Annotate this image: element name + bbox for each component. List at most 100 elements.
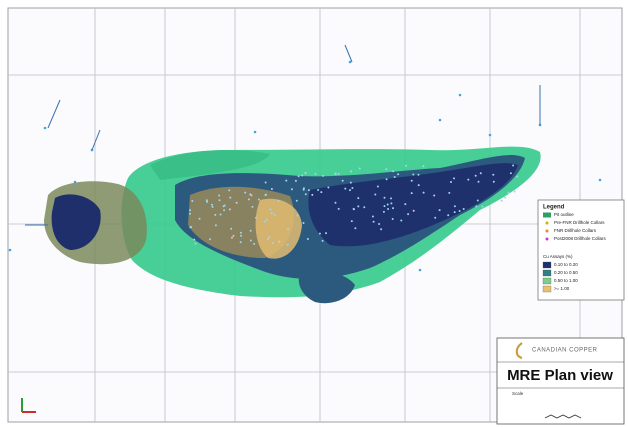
map-title: MRE Plan view (507, 367, 613, 384)
collar (418, 268, 422, 272)
collar (268, 236, 271, 239)
scale-bar (544, 414, 582, 419)
title-block-frame (496, 337, 625, 425)
collar (230, 227, 233, 230)
drillhole-collars (8, 60, 602, 272)
drillhole-trace (344, 44, 353, 63)
collar (240, 234, 242, 237)
collar (267, 238, 270, 241)
collar (8, 248, 12, 252)
collar (357, 197, 360, 200)
collar (358, 167, 361, 170)
collar (397, 173, 400, 176)
collar (417, 184, 420, 187)
collar (458, 93, 462, 97)
collar (453, 205, 456, 208)
pit-outline (150, 149, 270, 180)
collar (351, 187, 354, 189)
collar (410, 179, 413, 182)
collar (317, 189, 320, 191)
collar (516, 175, 519, 178)
collar (304, 172, 307, 174)
collar (198, 217, 201, 220)
collar (404, 203, 407, 206)
collar (337, 173, 340, 175)
collar (488, 133, 492, 137)
collar (479, 172, 482, 175)
legend-swatch (542, 285, 552, 293)
collar (271, 242, 274, 245)
collar (222, 205, 225, 208)
collar (376, 185, 379, 188)
legend-label: Pre-FNR Drillhole Collars (554, 220, 605, 225)
collar (348, 60, 352, 64)
drillhole-traces (25, 44, 541, 226)
collar (190, 226, 193, 228)
collar (392, 170, 395, 173)
collar (453, 177, 455, 180)
collar (391, 218, 394, 220)
collar (231, 236, 233, 239)
collar (400, 219, 403, 222)
collar (285, 179, 288, 182)
collar (509, 172, 512, 175)
collar (412, 173, 415, 176)
collar (462, 208, 465, 210)
collar (372, 220, 375, 223)
collar (253, 130, 257, 134)
collar (304, 193, 307, 196)
collar (325, 232, 327, 235)
collar (481, 205, 484, 208)
high-grade-zone (255, 198, 302, 259)
collar (189, 212, 191, 215)
collar (504, 196, 507, 199)
collar (512, 164, 515, 167)
collar (337, 207, 340, 210)
collar (385, 178, 388, 181)
collar (294, 179, 297, 182)
collar (458, 210, 461, 212)
collar (239, 231, 242, 234)
collar (295, 199, 298, 202)
collar (350, 170, 353, 173)
collar (433, 194, 436, 197)
collar (214, 224, 217, 227)
collar (448, 191, 451, 194)
collar (386, 203, 389, 206)
collar (314, 173, 317, 175)
collar (206, 200, 209, 203)
collar (492, 173, 495, 176)
collar (265, 218, 268, 221)
collar (264, 181, 267, 184)
collar (374, 193, 377, 196)
collar (383, 205, 386, 208)
legend: Legend Cu Assays (%) Pit outline Pre-FNR … (537, 199, 625, 301)
collar (307, 189, 310, 192)
collar (269, 208, 272, 211)
collar (450, 181, 452, 183)
mineralized-zone (308, 163, 518, 247)
collar (249, 239, 252, 242)
collar (380, 228, 383, 231)
collar (422, 165, 425, 168)
collar (193, 238, 196, 241)
collar (218, 194, 221, 197)
collar (475, 205, 478, 208)
collar (387, 208, 390, 210)
collar (371, 215, 374, 218)
collar (383, 196, 386, 199)
collar (405, 164, 407, 167)
collar (321, 239, 324, 242)
collar (247, 198, 250, 201)
collar (211, 203, 213, 206)
collar (422, 191, 425, 194)
collar (322, 174, 325, 177)
collar (287, 228, 289, 231)
drillhole-trace (47, 99, 61, 129)
collar (211, 205, 214, 208)
legend-swatch (542, 269, 552, 277)
collar (253, 242, 256, 245)
collar (301, 174, 304, 177)
